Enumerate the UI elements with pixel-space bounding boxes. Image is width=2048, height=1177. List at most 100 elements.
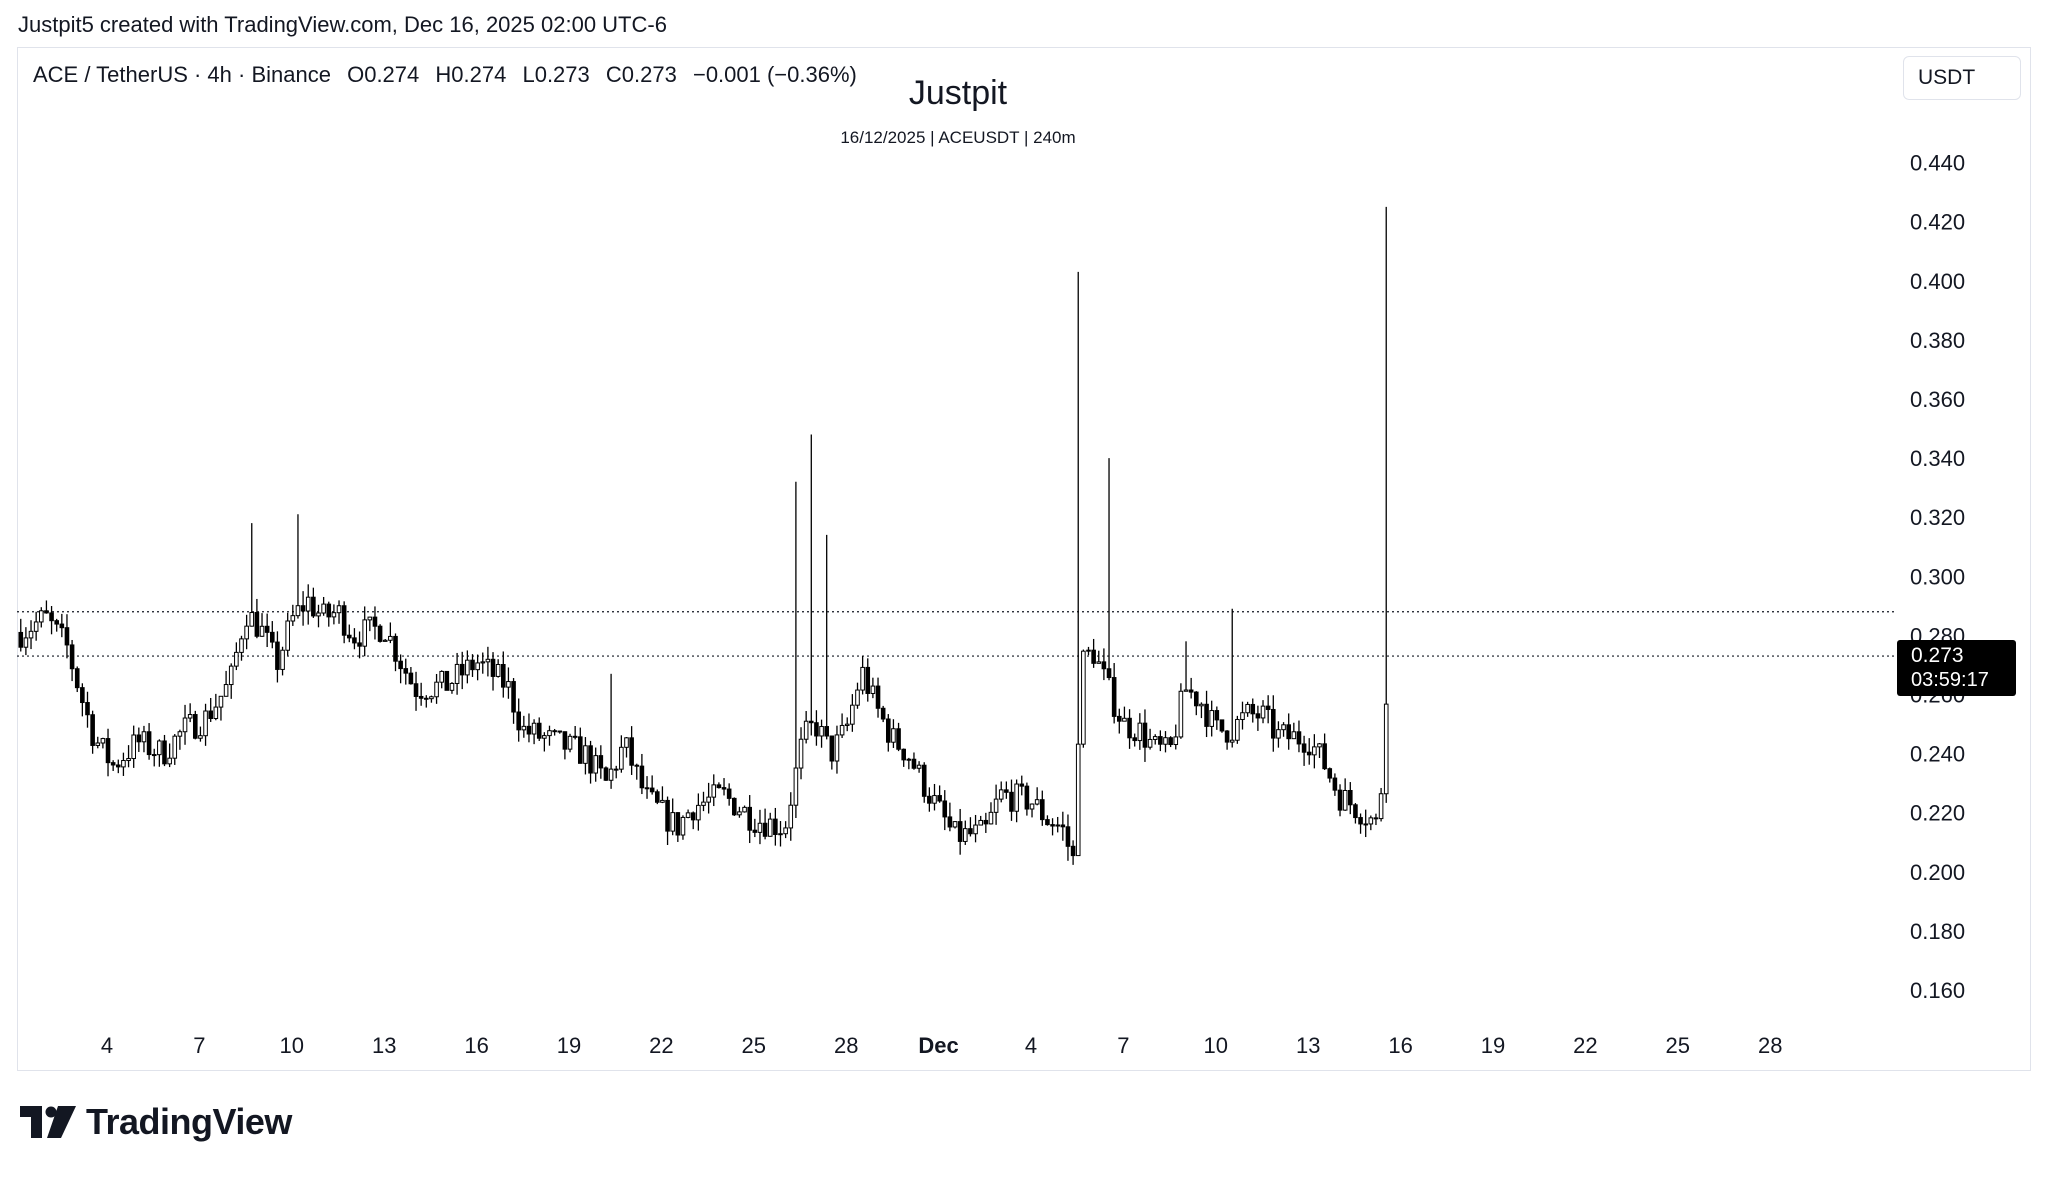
y-tick-label: 0.380 — [1910, 328, 1965, 353]
candle-down — [1327, 768, 1333, 779]
candle-up — [285, 620, 290, 651]
candle-down — [90, 714, 95, 746]
y-tick-label: 0.180 — [1910, 919, 1965, 944]
candle-up — [1378, 793, 1384, 820]
candle-down — [557, 730, 563, 733]
candle-down — [726, 788, 732, 799]
candle-down — [654, 791, 660, 803]
candle-down — [275, 641, 280, 670]
candle-up — [95, 742, 101, 746]
candle-down — [824, 726, 829, 737]
candle-up — [767, 818, 773, 837]
candle-up — [660, 799, 665, 803]
candle-down — [1353, 804, 1358, 819]
candle-up — [1122, 717, 1127, 722]
candle-down — [357, 642, 362, 647]
candle-down — [901, 748, 906, 761]
candle-up — [336, 605, 342, 614]
candle-up — [100, 738, 106, 744]
candle-up — [1383, 703, 1389, 795]
candle-up — [23, 637, 29, 648]
candle-down — [808, 720, 814, 724]
candle-down — [1142, 722, 1148, 748]
candle-down — [162, 740, 167, 765]
candle-down — [968, 828, 973, 835]
currency-button[interactable]: USDT — [1903, 56, 2021, 100]
x-tick-label: 16 — [464, 1033, 488, 1058]
x-tick-label: 25 — [742, 1033, 766, 1058]
candle-down — [942, 800, 948, 818]
candle-up — [172, 735, 178, 759]
candle-up — [844, 723, 850, 726]
candle-down — [896, 728, 901, 750]
candle-up — [583, 745, 588, 764]
candle-up — [362, 619, 367, 647]
x-tick-label: 4 — [101, 1033, 113, 1058]
candle-up — [978, 819, 983, 826]
candle-up — [228, 665, 234, 686]
candle-down — [146, 731, 152, 756]
candle-down — [752, 829, 758, 833]
candle-up — [429, 696, 434, 700]
candle-up — [521, 725, 527, 731]
high-value: H0.274 — [435, 62, 507, 87]
candle-down — [80, 687, 85, 704]
candle-up — [331, 612, 337, 618]
candle-down — [1091, 649, 1096, 664]
candle-up — [454, 663, 460, 684]
candle-up — [141, 731, 147, 743]
candle-down — [326, 603, 332, 618]
candle-down — [1045, 819, 1050, 826]
candle-up — [1055, 824, 1060, 827]
candle-up — [1276, 729, 1281, 739]
candle-up — [506, 681, 511, 688]
candle-up — [223, 684, 229, 697]
candle-up — [567, 735, 573, 750]
candle-up — [121, 760, 126, 768]
candle-up — [465, 659, 470, 676]
candle-up — [187, 714, 193, 719]
candle-up — [870, 685, 876, 694]
candle-down — [721, 787, 727, 790]
candle-up — [988, 811, 994, 825]
x-tick-label: 16 — [1388, 1033, 1412, 1058]
candle-up — [259, 625, 265, 637]
candle-up — [916, 764, 922, 769]
candle-down — [393, 635, 398, 662]
brand[interactable]: TradingView — [20, 1100, 292, 1144]
candle-down — [1004, 789, 1009, 793]
candle-down — [341, 605, 347, 636]
x-tick-label: 4 — [1025, 1033, 1037, 1058]
candle-down — [352, 637, 357, 644]
candle-down — [516, 711, 521, 731]
x-tick-label: 19 — [1481, 1033, 1505, 1058]
candle-down — [372, 616, 378, 627]
candle-up — [1240, 712, 1245, 720]
candle-down — [151, 754, 157, 757]
candle-down — [1301, 743, 1307, 753]
candle-up — [1147, 738, 1153, 748]
candle-down — [552, 730, 557, 733]
candle-down — [44, 610, 49, 614]
candle-up — [1260, 705, 1266, 719]
candle-down — [459, 663, 465, 676]
candle-up — [619, 746, 624, 770]
candle-down — [1224, 730, 1230, 743]
candle-down — [311, 596, 316, 617]
candle-up — [855, 689, 860, 706]
candle-up — [737, 811, 742, 816]
candle-down — [983, 819, 989, 825]
candle-down — [1132, 737, 1137, 742]
candle-up — [803, 720, 809, 740]
candle-down — [875, 685, 881, 709]
symbol-name[interactable]: ACE / TetherUS · 4h · Binance — [33, 62, 331, 87]
candle-up — [1281, 724, 1286, 731]
candle-up — [839, 724, 845, 736]
candle-up — [1178, 690, 1184, 738]
candle-up — [819, 726, 824, 737]
x-tick-label: 22 — [1573, 1033, 1597, 1058]
candle-down — [136, 734, 142, 743]
candle-down — [1111, 677, 1117, 717]
candle-down — [269, 631, 275, 643]
